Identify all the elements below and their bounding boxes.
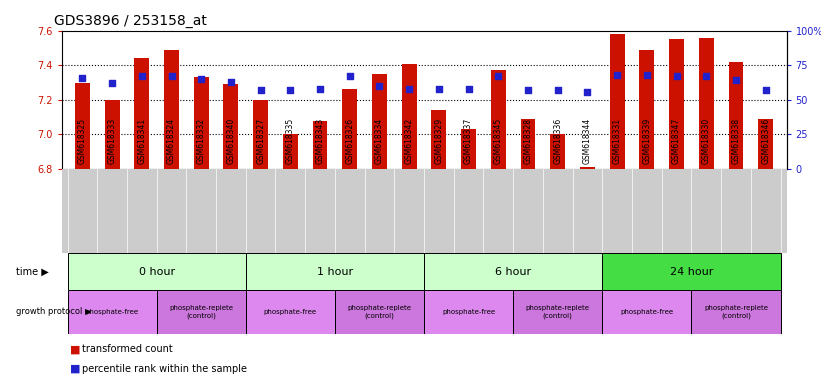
Text: growth protocol ▶: growth protocol ▶ [16, 308, 92, 316]
Bar [728, 62, 744, 169]
Text: phosphate-replete
(control): phosphate-replete (control) [704, 305, 768, 319]
Point [373, 83, 386, 89]
Text: 6 hour: 6 hour [495, 266, 531, 277]
Text: percentile rank within the sample: percentile rank within the sample [82, 364, 247, 374]
Point [195, 76, 208, 82]
Bar [610, 34, 625, 169]
Text: phosphate-free: phosphate-free [621, 309, 673, 315]
Point [106, 80, 119, 86]
Text: ■: ■ [70, 364, 84, 374]
Point [165, 73, 178, 79]
Text: ■: ■ [70, 344, 84, 354]
Bar [164, 50, 179, 169]
Bar [342, 89, 357, 169]
Point [254, 87, 267, 93]
Point [433, 86, 446, 92]
FancyBboxPatch shape [67, 290, 157, 334]
Bar [401, 64, 416, 169]
FancyBboxPatch shape [67, 253, 245, 290]
Point [76, 74, 89, 81]
Point [284, 87, 297, 93]
Point [343, 73, 356, 79]
Point [581, 88, 594, 94]
Point [402, 86, 415, 92]
FancyBboxPatch shape [157, 290, 245, 334]
Bar [135, 58, 149, 169]
Point [135, 73, 149, 79]
Text: phosphate-replete
(control): phosphate-replete (control) [347, 305, 411, 319]
Bar [432, 110, 447, 169]
Text: 0 hour: 0 hour [139, 266, 175, 277]
Bar [759, 119, 773, 169]
Bar [253, 100, 268, 169]
Point [640, 72, 654, 78]
Point [521, 87, 534, 93]
Point [314, 86, 327, 92]
Bar [521, 119, 535, 169]
Text: GDS3896 / 253158_at: GDS3896 / 253158_at [54, 14, 207, 28]
Bar [223, 84, 238, 169]
Point [551, 87, 564, 93]
Text: time ▶: time ▶ [16, 266, 49, 277]
FancyBboxPatch shape [245, 290, 335, 334]
Bar [461, 129, 476, 169]
FancyBboxPatch shape [424, 253, 603, 290]
Text: 24 hour: 24 hour [670, 266, 713, 277]
Bar [550, 134, 565, 169]
Point [729, 78, 742, 84]
FancyBboxPatch shape [691, 290, 781, 334]
Bar [699, 38, 713, 169]
FancyBboxPatch shape [335, 290, 424, 334]
Point [759, 87, 773, 93]
Bar [313, 121, 328, 169]
Bar [669, 40, 684, 169]
Point [492, 73, 505, 79]
Bar [104, 100, 120, 169]
Point [670, 73, 683, 79]
Bar [580, 167, 595, 169]
Point [462, 86, 475, 92]
Point [224, 79, 237, 85]
Text: phosphate-free: phosphate-free [442, 309, 495, 315]
Bar [283, 134, 298, 169]
Bar [491, 71, 506, 169]
Bar [194, 78, 209, 169]
Text: transformed count: transformed count [82, 344, 173, 354]
Text: 1 hour: 1 hour [317, 266, 353, 277]
FancyBboxPatch shape [245, 253, 424, 290]
FancyBboxPatch shape [603, 290, 691, 334]
Bar [372, 74, 387, 169]
Point [611, 72, 624, 78]
Bar [75, 83, 89, 169]
Bar [640, 50, 654, 169]
Text: phosphate-replete
(control): phosphate-replete (control) [525, 305, 589, 319]
Text: phosphate-replete
(control): phosphate-replete (control) [169, 305, 233, 319]
Text: phosphate-free: phosphate-free [85, 309, 139, 315]
FancyBboxPatch shape [513, 290, 603, 334]
FancyBboxPatch shape [424, 290, 513, 334]
FancyBboxPatch shape [603, 253, 781, 290]
Point [699, 73, 713, 79]
Text: phosphate-free: phosphate-free [264, 309, 317, 315]
